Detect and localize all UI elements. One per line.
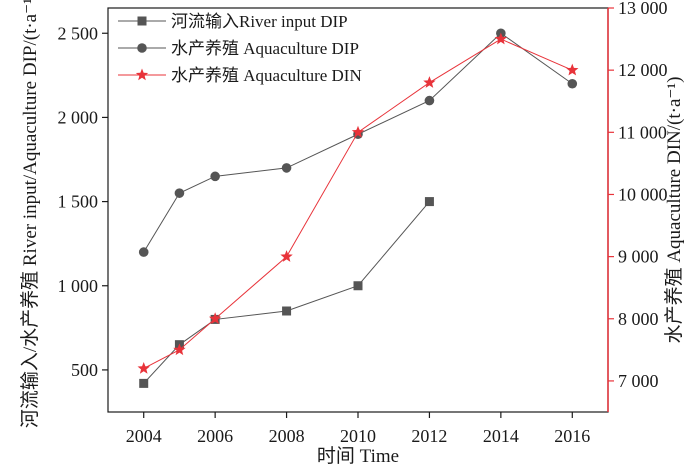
x-tick-label: 2012 (411, 426, 447, 446)
data-point-circle (210, 171, 220, 182)
data-point-star (351, 125, 365, 138)
series-1 (138, 28, 578, 257)
y-left-tick-label: 1 000 (58, 276, 99, 296)
y-left-axis-label: 河流输入/水产养殖 River input/Aquaculture DIP/(t… (19, 0, 41, 428)
x-tick-label: 2014 (483, 426, 519, 446)
data-point-circle (424, 95, 435, 106)
data-point-circle (138, 247, 149, 257)
square-marker-icon (137, 16, 147, 26)
y-right-tick-label: 8 000 (618, 309, 659, 329)
x-tick-label: 2008 (269, 426, 305, 446)
series-0 (139, 197, 434, 388)
data-point-star (423, 76, 436, 88)
y-right-tick-label: 9 000 (618, 247, 659, 267)
y-right-tick-label: 7 000 (618, 371, 659, 391)
y-left-tick-label: 500 (71, 360, 98, 380)
y-right-axis-ticks: 7 000 8 000 9 000 10 000 11 000 12 000 13 000 (608, 0, 668, 391)
y-right-axis-label: 水产养殖 Aquaculture DIN/(t·a⁻¹) (663, 77, 685, 344)
data-point-star (208, 312, 222, 325)
y-left-axis-ticks: 500 1 000 1 500 2 000 2 500 (58, 23, 108, 380)
data-point-star (566, 63, 579, 76)
x-tick-label: 2016 (554, 426, 590, 446)
data-point-circle (567, 78, 578, 89)
legend-item-aquaculture-din: 水产养殖 Aquaculture DIN (118, 66, 362, 85)
x-tick-label: 2006 (197, 426, 233, 446)
data-point-circle (174, 188, 185, 198)
legend-item-river-dip: 河流输入River input DIP (118, 12, 348, 31)
legend-label: 水产养殖 Aquaculture DIP (171, 39, 359, 58)
series-line (143, 201, 430, 384)
y-right-tick-label: 12 000 (618, 60, 668, 80)
series-2 (137, 32, 579, 374)
legend-label: 河流输入River input DIP (171, 12, 348, 31)
star-marker-icon (135, 68, 149, 81)
data-point-square (139, 378, 149, 388)
data-point-square (424, 197, 434, 207)
y-right-tick-label: 11 000 (618, 122, 667, 142)
legend: 河流输入River input DIP 水产养殖 Aquaculture DIP… (118, 12, 362, 85)
series-layer (137, 28, 579, 388)
data-point-star (280, 250, 293, 262)
x-tick-label: 2010 (340, 426, 376, 446)
y-right-tick-label: 10 000 (618, 184, 668, 204)
y-right-tick-label: 13 000 (618, 0, 668, 18)
y-left-tick-label: 2 000 (58, 107, 99, 127)
data-point-square (353, 281, 363, 291)
series-line (143, 32, 573, 253)
data-point-star (494, 32, 508, 45)
x-axis-ticks: 2004 2006 2008 2010 2012 2014 2016 (126, 412, 590, 446)
legend-item-aquaculture-dip: 水产养殖 Aquaculture DIP (118, 39, 359, 58)
data-point-square (282, 306, 292, 316)
circle-marker-icon (137, 43, 147, 53)
y-left-tick-label: 2 500 (58, 23, 99, 43)
x-axis-label: 时间 Time (317, 445, 399, 467)
x-tick-label: 2004 (126, 426, 162, 446)
data-point-star (173, 343, 186, 356)
data-point-circle (281, 163, 292, 173)
series-line (143, 38, 573, 369)
data-point-star (137, 361, 150, 374)
y-left-tick-label: 1 500 (58, 192, 99, 212)
legend-label: 水产养殖 Aquaculture DIN (171, 66, 362, 85)
